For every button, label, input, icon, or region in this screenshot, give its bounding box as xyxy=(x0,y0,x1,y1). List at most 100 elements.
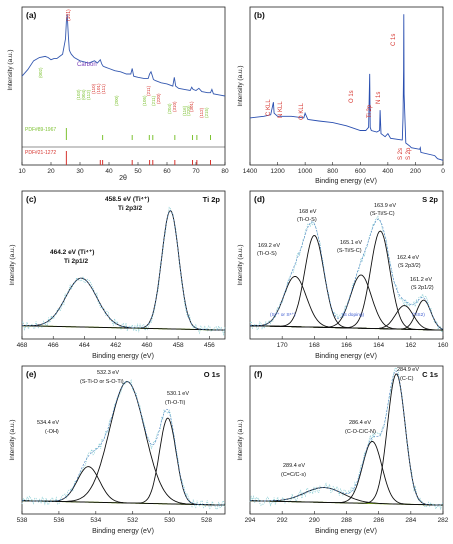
panel-d-ann-165: 165.1 eV xyxy=(340,240,362,246)
panel-a-xlabel: 2θ xyxy=(119,175,127,182)
panel-a-xtick-label-6: 70 xyxy=(192,168,200,175)
panel-e-xlabel: Binding energy (eV) xyxy=(92,528,154,535)
panel-a-carbon: Carbon xyxy=(77,62,97,68)
panel-a-pk-g0: (002) xyxy=(38,67,43,78)
panel-e-ann-532-b: (S-Ti-O or S-O-Ti) xyxy=(80,379,124,385)
panel-b-xtick-label-6: 200 xyxy=(410,168,421,175)
e-xtick-label-0: 538 xyxy=(17,517,28,524)
panel-a-pk-r5: (310) xyxy=(172,101,177,112)
panel-a-xtick-label-4: 50 xyxy=(134,168,142,175)
e-xtick-label-4: 530 xyxy=(164,517,175,524)
e-xtick-label-5: 528 xyxy=(201,517,212,524)
c-xtick-label-2: 464 xyxy=(79,342,90,349)
c-xtick-label-4: 460 xyxy=(141,342,152,349)
panel-f-ann-286: 286.4 eV xyxy=(349,420,371,426)
c-envelope xyxy=(21,210,225,331)
e-component-0 xyxy=(22,381,225,506)
c-xtick-label-5: 458 xyxy=(173,342,184,349)
panel-a-pk-g10: (215) xyxy=(204,107,209,118)
c-xtick-label-0: 468 xyxy=(17,342,28,349)
c-component-0 xyxy=(22,209,225,331)
panel-a-reference-bars xyxy=(65,128,211,165)
panel-d-ann-161-b: (S 2p1/2) xyxy=(411,285,434,291)
panel-d-ann-163: 163.9 eV xyxy=(374,203,396,209)
panel-c-ann-3: Ti 2p1/2 xyxy=(64,258,88,265)
panel-d-xlabel: Binding energy (eV) xyxy=(315,353,377,360)
panel-a-pk-g4: (200) xyxy=(114,95,119,106)
panel-e-title: O 1s xyxy=(204,370,220,379)
panel-b-peak-n-kll: N KLL xyxy=(278,101,284,118)
panel-a-pk-g8: (116) xyxy=(182,105,187,116)
f-xtick-label-4: 286 xyxy=(373,517,384,524)
d-xtick-label-0: 170 xyxy=(277,342,288,349)
panel-b-ticks: 1400 1200 1000 800 600 400 200 0 xyxy=(243,162,445,175)
panel-b-xtick-label-2: 1000 xyxy=(298,168,313,175)
panel-a-ticks: 10 20 30 40 50 60 70 80 xyxy=(18,162,229,175)
d-xtick-label-4: 162 xyxy=(405,342,416,349)
panel-a-ref-green-label: PDF#89-1967 xyxy=(25,127,56,133)
panel-f-xlabel: Binding energy (eV) xyxy=(315,528,377,535)
panel-a-ref-red-label: PDF#21-1272 xyxy=(25,150,56,156)
panel-d-ticks: 170 168 166 164 162 160 xyxy=(277,336,449,349)
panel-a-label: (a) xyxy=(26,10,37,20)
panel-f-ann-284-b: (C-C) xyxy=(400,376,414,382)
f-component-0 xyxy=(250,373,443,506)
panel-f-title: C 1s xyxy=(422,370,438,379)
panel-a-pk-r2: (111) xyxy=(101,84,106,94)
panel-d-ann-168-b: (Ti-O-S) xyxy=(297,217,317,223)
panel-b-label: (b) xyxy=(254,10,265,20)
panel-d-ann-162: 162.4 eV xyxy=(397,255,419,261)
panel-b-xtick-label-7: 0 xyxy=(441,168,445,175)
e-component-2 xyxy=(22,466,225,506)
panel-c-curves xyxy=(21,206,226,336)
e-xtick-label-3: 532 xyxy=(127,517,138,524)
panel-e-curves xyxy=(21,378,226,510)
panel-b-peak-c1s: C 1s xyxy=(391,34,397,46)
d-component-5 xyxy=(250,299,444,330)
panel-e-ann-534: 534.4 eV xyxy=(37,420,59,426)
panel-b-xtick-label-0: 1400 xyxy=(243,168,258,175)
c-component-1 xyxy=(21,277,225,331)
panel-c-label: (c) xyxy=(26,194,37,204)
panel-b-ylabel: Intensity (a.u.) xyxy=(237,65,244,106)
f-xtick-label-6: 282 xyxy=(438,517,449,524)
f-xtick-label-2: 290 xyxy=(309,517,320,524)
panel-a-pk-r3: (211) xyxy=(146,85,151,96)
panel-d-ann-tis2: (TiS2) xyxy=(412,312,425,318)
panel-d-ylabel: Intensity (a.u.) xyxy=(237,244,244,285)
panel-a-xtick-label-1: 20 xyxy=(47,168,55,175)
panel-a-frame xyxy=(21,6,226,166)
panel-a-pk-g9: (220) xyxy=(186,105,191,116)
panel-a-xtick-label-2: 30 xyxy=(76,168,84,175)
panel-f-ann-289: 289.4 eV xyxy=(283,463,305,469)
panel-d-ann-169: 169.2 eV xyxy=(258,243,280,249)
panel-a-peak-101: (101) xyxy=(66,9,72,21)
panel-b-xtick-label-3: 800 xyxy=(327,168,338,175)
panel-c-title: Ti 2p xyxy=(203,195,221,204)
panel-a-pk-r6: (301) xyxy=(189,101,194,112)
panel-c-ticks: 468 466 464 462 460 458 456 xyxy=(17,336,215,349)
e-xtick-label-1: 536 xyxy=(53,517,64,524)
f-xtick-label-1: 292 xyxy=(277,517,288,524)
panel-a-pk-g2: (004) xyxy=(81,89,86,100)
panel-e-ylabel: Intensity (a.u.) xyxy=(9,419,16,460)
panel-a-pk-g3: (112) xyxy=(86,89,91,100)
panel-b-peak-s2s: S 2s xyxy=(398,148,404,160)
panel-a-xtick-label-7: 80 xyxy=(221,168,229,175)
panel-a-pk-r1: (101) xyxy=(96,83,101,94)
panel-c: (c) Ti 2p Intensity (a.u.) Binding energ… xyxy=(9,190,226,360)
f-xtick-label-0: 294 xyxy=(245,517,256,524)
panel-a-xrd-curve xyxy=(21,14,226,97)
panel-b: (b) Intensity (a.u.) Binding energy (eV)… xyxy=(237,6,445,185)
panel-d-ann-169-b: (Ti-O-S) xyxy=(257,251,277,257)
panel-c-frame xyxy=(21,190,226,340)
panel-d-ann-s-doping: (S doping) xyxy=(342,312,365,318)
panel-b-peak-o1s: O 1s xyxy=(349,90,355,103)
d-xtick-label-3: 164 xyxy=(373,342,384,349)
panel-f-ann-286-b: (C-O-C/C-N) xyxy=(345,429,376,435)
panel-a-pk-g6: (211) xyxy=(151,95,156,106)
panel-c-ann-2: 464.2 eV (Ti⁴⁺) xyxy=(50,249,94,256)
panel-f-ticks: 294 292 290 288 286 284 282 xyxy=(245,511,449,524)
panel-e-ann-534-b: (-OH) xyxy=(45,429,59,435)
panel-a-ylabel: Intensity (a.u.) xyxy=(7,49,14,90)
